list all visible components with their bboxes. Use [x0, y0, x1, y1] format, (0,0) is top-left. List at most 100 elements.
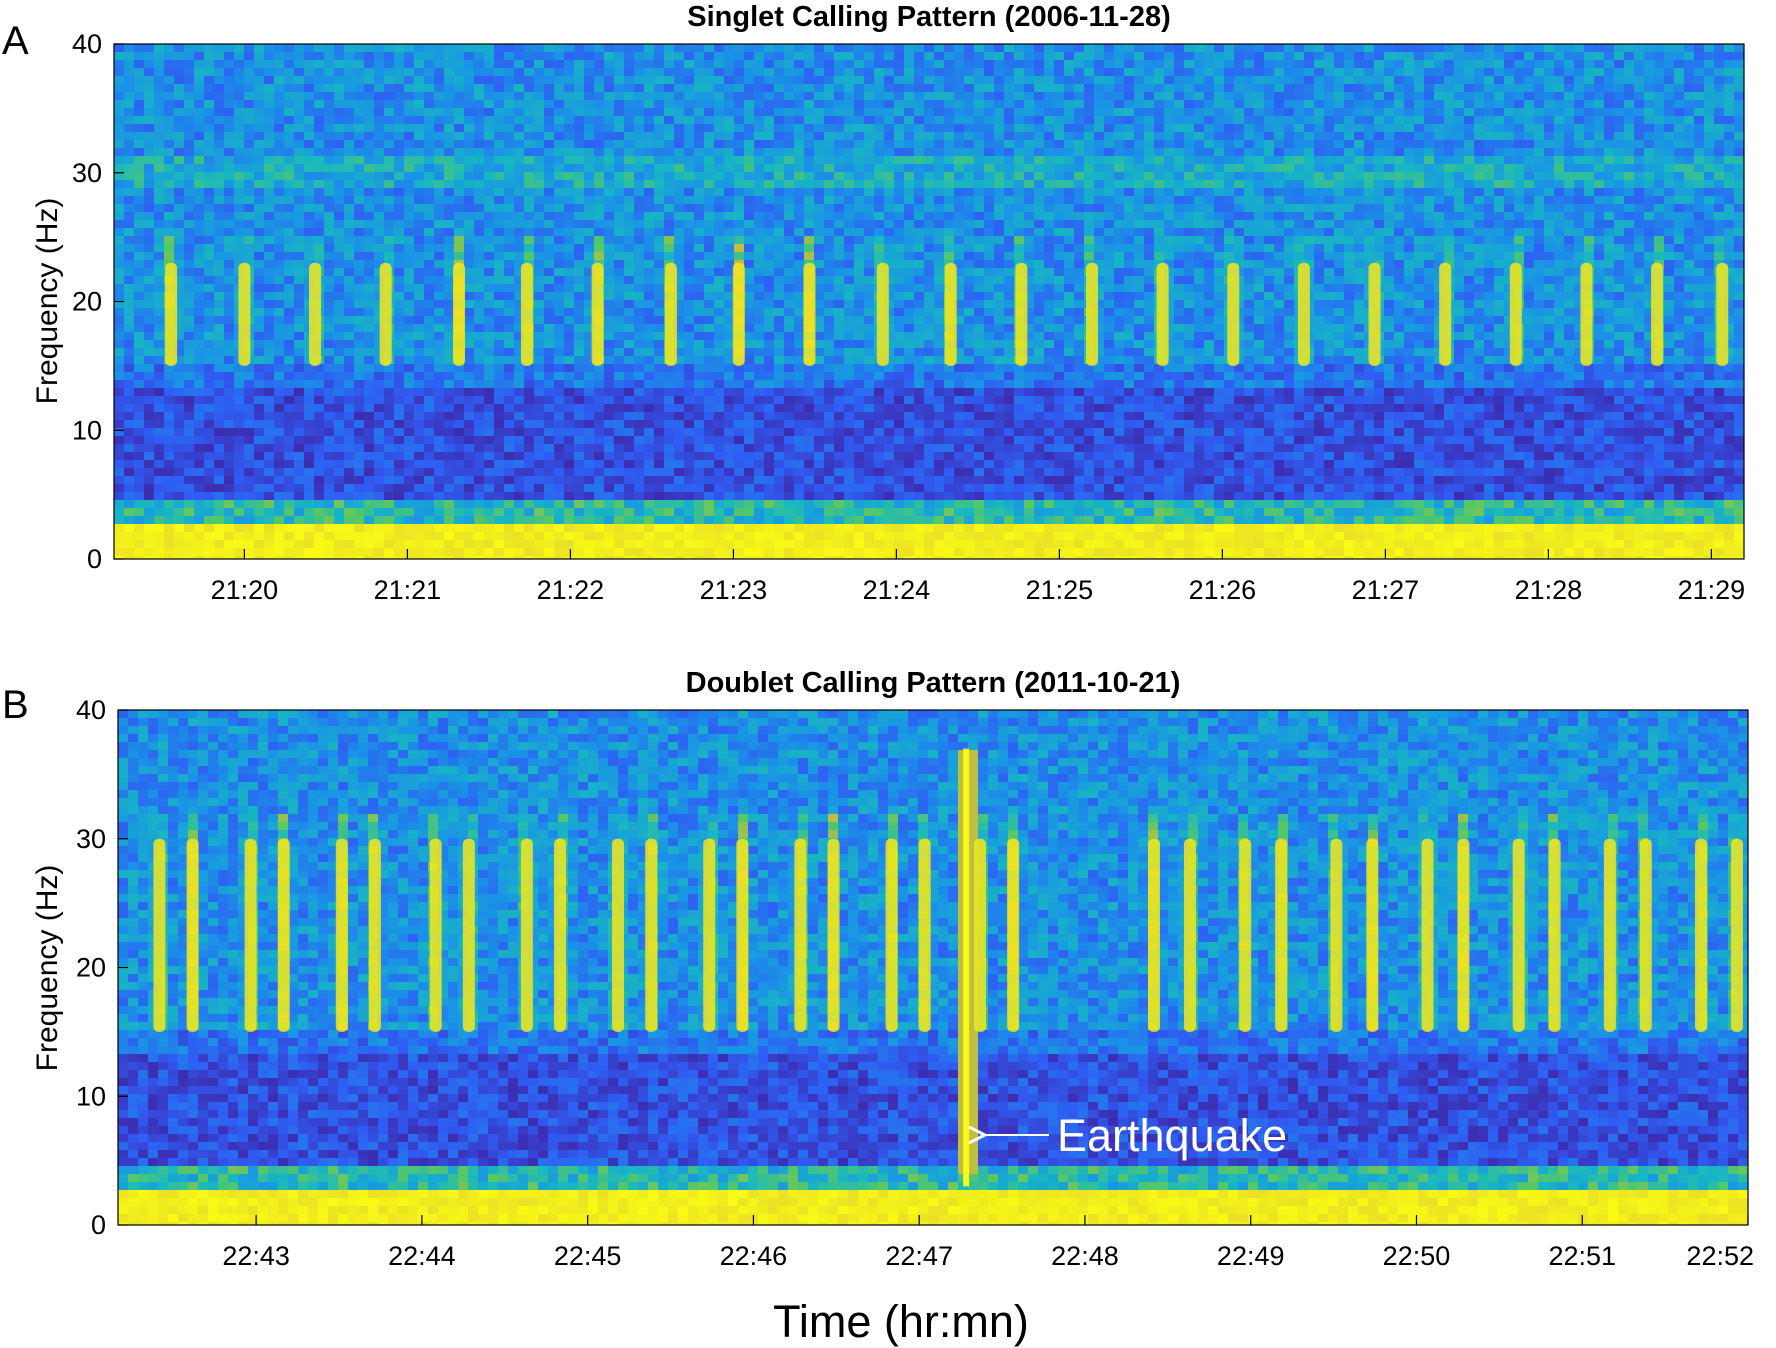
panel-b-call-mark-10 [554, 838, 567, 1032]
earthquake-signal [963, 748, 970, 1187]
panel-b-plot-area [118, 710, 1748, 1225]
y-tick-label: 0 [87, 544, 102, 574]
y-tick-label: 20 [72, 287, 102, 317]
y-tick-label: 10 [72, 415, 102, 445]
panel-a-call-mark-23 [1716, 262, 1729, 366]
y-tick-label: 40 [76, 695, 106, 725]
x-tick-label: 21:27 [1352, 575, 1420, 605]
panel-b-call-mark-7 [429, 838, 442, 1032]
panel-a-x-ticks: 21:20 21:21 21:22 21:23 21:24 21:25 21:26 21:27… [211, 549, 1746, 605]
x-tick-label: 21:26 [1189, 575, 1257, 605]
panel-b-call-mark-30 [1548, 838, 1561, 1032]
panel-b-call-mark-1 [153, 838, 166, 1032]
y-tick-label: 0 [91, 1210, 106, 1240]
panel-b-call-mark-8 [462, 838, 475, 1032]
panel-b-call-mark-22 [1183, 838, 1196, 1032]
panel-a-call-mark-5 [453, 262, 466, 366]
x-tick-label: 22:47 [885, 1241, 953, 1271]
panel-a-call-mark-9 [732, 262, 745, 366]
panel-a-title: Singlet Calling Pattern (2006-11-28) [687, 1, 1170, 33]
panel-b-call-mark-17 [885, 838, 898, 1032]
panel-b-call-mark-21 [1148, 838, 1161, 1032]
panel-a-call-mark-21 [1580, 262, 1593, 366]
x-tick-label: 22:51 [1548, 1241, 1616, 1271]
panel-a-call-mark-15 [1156, 262, 1169, 366]
x-axis-label: Time (hr:mn) [773, 1296, 1029, 1347]
panel-b-call-mark-25 [1330, 838, 1343, 1032]
panel-a-call-mark-14 [1086, 262, 1098, 366]
panel-b-call-mark-32 [1639, 838, 1652, 1032]
panel-a-call-mark-19 [1439, 262, 1452, 366]
y-tick-label: 20 [76, 953, 106, 983]
panel-b-call-mark-31 [1603, 838, 1616, 1032]
x-tick-label: 22:46 [720, 1241, 788, 1271]
panel-b-call-mark-12 [645, 838, 658, 1032]
panel-b-call-mark-5 [335, 838, 348, 1032]
panel-b-call-mark-18 [918, 838, 931, 1032]
x-tick-label: 21:22 [537, 575, 605, 605]
panel-b-call-mark-13 [703, 838, 716, 1032]
panel-a-call-mark-10 [803, 262, 816, 366]
x-tick-label: 22:49 [1217, 1241, 1285, 1271]
panel-a-call-mark-17 [1297, 262, 1310, 366]
panel-a-call-mark-6 [520, 262, 533, 366]
x-tick-label: 21:29 [1678, 575, 1746, 605]
panel-a-call-mark-2 [238, 262, 251, 366]
panel-b-call-mark-15 [794, 838, 807, 1032]
panel-a-y-ticks: 0 10 20 30 40 [72, 29, 124, 574]
panel-b-call-mark-14 [736, 838, 749, 1032]
panel-b-call-mark-29 [1512, 838, 1525, 1032]
x-tick-label: 21:28 [1515, 575, 1583, 605]
panel-b-call-mark-33 [1695, 838, 1708, 1032]
panel-a-plot-area [114, 44, 1744, 559]
panel-b: B Doublet Calling Pattern (2011-10-21) F… [2, 667, 1754, 1271]
panel-a-call-mark-22 [1651, 262, 1664, 366]
panel-a-call-mark-16 [1227, 262, 1240, 366]
panel-b-call-mark-2 [186, 838, 199, 1032]
panel-a-ylabel: Frequency (Hz) [31, 198, 64, 405]
panel-b-call-mark-3 [244, 838, 257, 1032]
panel-b-call-mark-6 [368, 838, 381, 1032]
y-tick-label: 30 [72, 158, 102, 188]
x-tick-label: 22:43 [222, 1241, 290, 1271]
panel-b-ylabel: Frequency (Hz) [31, 865, 64, 1072]
x-tick-label: 21:20 [211, 575, 279, 605]
x-tick-label: 21:21 [374, 575, 442, 605]
x-tick-label: 22:45 [554, 1241, 622, 1271]
panel-a-call-mark-18 [1368, 262, 1381, 366]
panel-b-x-ticks: 22:43 22:44 22:45 22:46 22:47 22:48 22:49 22:50… [222, 1215, 1754, 1271]
panel-a-call-mark-8 [664, 262, 677, 366]
panel-b-call-mark-19 [973, 838, 986, 1032]
panel-a-call-mark-3 [309, 262, 322, 366]
panel-label-a: A [2, 19, 29, 63]
panel-b-call-mark-27 [1421, 838, 1434, 1032]
panel-b-call-mark-11 [612, 838, 625, 1032]
panel-a-call-mark-13 [1015, 262, 1028, 366]
x-tick-label: 21:24 [863, 575, 931, 605]
panel-a-call-mark-11 [876, 262, 889, 366]
panel-b-call-mark-23 [1239, 838, 1252, 1032]
panel-b-call-mark-24 [1275, 838, 1288, 1032]
x-tick-label: 22:44 [388, 1241, 456, 1271]
x-tick-label: 22:48 [1051, 1241, 1119, 1271]
x-tick-label: 21:25 [1026, 575, 1094, 605]
y-tick-label: 40 [72, 29, 102, 59]
panel-b-call-mark-26 [1366, 838, 1379, 1032]
panel-b-call-mark-9 [520, 838, 533, 1032]
panel-b-call-mark-34 [1730, 838, 1743, 1032]
panel-a-call-mark-1 [165, 262, 178, 366]
panel-a-call-mark-7 [591, 262, 604, 366]
panel-b-call-mark-16 [827, 838, 840, 1032]
panel-b-title: Doublet Calling Pattern (2011-10-21) [686, 667, 1181, 699]
panel-b-call-mark-4 [277, 838, 290, 1032]
y-tick-label: 30 [76, 824, 106, 854]
y-tick-label: 10 [76, 1081, 106, 1111]
panel-a: A Singlet Calling Pattern (2006-11-28) F… [2, 1, 1745, 605]
panel-a-call-mark-12 [944, 262, 957, 366]
panel-a-call-mark-4 [379, 262, 392, 366]
panel-a-call-mark-20 [1509, 262, 1522, 366]
x-tick-label: 22:50 [1383, 1241, 1451, 1271]
panel-b-y-ticks: 0 10 20 30 40 [76, 695, 128, 1240]
panel-b-call-mark-20 [1007, 838, 1020, 1032]
